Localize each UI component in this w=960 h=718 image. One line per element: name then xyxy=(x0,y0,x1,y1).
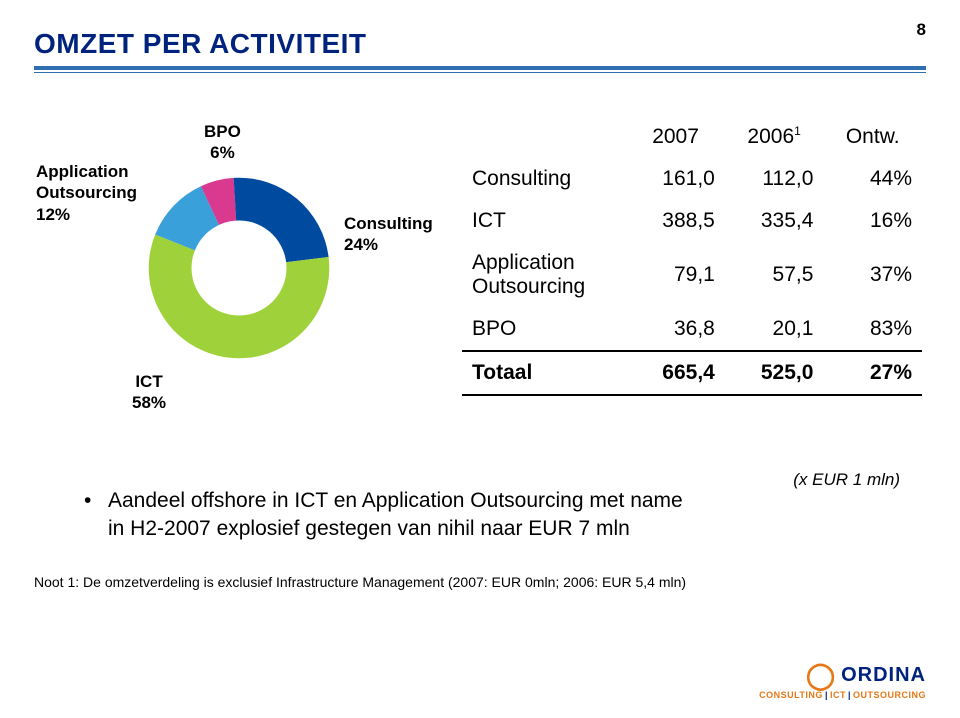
cell: 20,1 xyxy=(725,308,824,351)
cell: 388,5 xyxy=(626,200,725,242)
row-label: ApplicationOutsourcing xyxy=(462,242,626,308)
row-label: Consulting xyxy=(462,158,626,200)
pie-label-bpo: BPO 6% xyxy=(204,121,241,164)
table-column: 2007 20061 Ontw. Consulting161,0112,044%… xyxy=(462,103,926,443)
cell: 79,1 xyxy=(626,242,725,308)
total-label: Totaal xyxy=(462,351,626,395)
title-rule xyxy=(34,66,926,73)
total-cell: 525,0 xyxy=(725,351,824,395)
bullet-offshore: Aandeel offshore in ICT en Application O… xyxy=(84,487,704,544)
table-total-row: Totaal665,4525,027% xyxy=(462,351,922,395)
revenue-table: 2007 20061 Ontw. Consulting161,0112,044%… xyxy=(462,115,922,396)
footer-logo: ◯ ORDINA CONSULTING|ICT|OUTSOURCING xyxy=(759,662,926,700)
cell: 161,0 xyxy=(626,158,725,200)
row-label: BPO xyxy=(462,308,626,351)
pie-label-ict-pct: 58% xyxy=(132,393,166,412)
cell: 335,4 xyxy=(725,200,824,242)
chart-column: BPO 6% Consulting 24% ICT 58% Applicatio… xyxy=(34,103,434,443)
total-cell: 27% xyxy=(823,351,922,395)
pie-label-consulting-pct: 24% xyxy=(344,235,378,254)
cell: 83% xyxy=(823,308,922,351)
pie-label-bpo-pct: 6% xyxy=(210,143,235,162)
page-title: OMZET PER ACTIVITEIT xyxy=(34,28,926,60)
cell: 44% xyxy=(823,158,922,200)
donut-chart xyxy=(144,173,334,363)
row-label: ICT xyxy=(462,200,626,242)
cell: 112,0 xyxy=(725,158,824,200)
donut-chart-wrap: BPO 6% Consulting 24% ICT 58% Applicatio… xyxy=(34,103,434,443)
cell: 57,5 xyxy=(725,242,824,308)
table-row: ApplicationOutsourcing79,157,537% xyxy=(462,242,922,308)
pie-label-appout-l2: Outsourcing xyxy=(36,183,137,202)
footnote: Noot 1: De omzetverdeling is exclusief I… xyxy=(34,574,926,590)
col-ontw: Ontw. xyxy=(823,115,922,158)
table-row: ICT388,5335,416% xyxy=(462,200,922,242)
pie-label-appout-pct: 12% xyxy=(36,205,70,224)
table-row: Consulting161,0112,044% xyxy=(462,158,922,200)
col-2006: 20061 xyxy=(725,115,824,158)
pie-label-ict-name: ICT xyxy=(135,372,162,391)
pie-label-consulting-name: Consulting xyxy=(344,214,433,233)
table-row: BPO36,820,183% xyxy=(462,308,922,351)
col-2007: 2007 xyxy=(626,115,725,158)
pie-label-ict: ICT 58% xyxy=(132,371,166,414)
total-cell: 665,4 xyxy=(626,351,725,395)
bullet-list: Aandeel offshore in ICT en Application O… xyxy=(34,487,926,544)
unit-note: (x EUR 1 mln) xyxy=(793,470,900,490)
pie-label-consulting: Consulting 24% xyxy=(344,213,433,256)
page-number: 8 xyxy=(917,20,926,40)
pie-label-bpo-name: BPO xyxy=(204,122,241,141)
logo-icon: ◯ xyxy=(806,662,835,688)
cell: 36,8 xyxy=(626,308,725,351)
table-header-row: 2007 20061 Ontw. xyxy=(462,115,922,158)
logo-subtitle: CONSULTING|ICT|OUTSOURCING xyxy=(759,690,926,700)
cell: 37% xyxy=(823,242,922,308)
cell: 16% xyxy=(823,200,922,242)
content-area: BPO 6% Consulting 24% ICT 58% Applicatio… xyxy=(34,103,926,443)
logo-text: ORDINA xyxy=(841,664,926,687)
pie-label-application-outsourcing: Application Outsourcing 12% xyxy=(36,161,137,225)
slide-page: 8 OMZET PER ACTIVITEIT BPO 6% Consulting… xyxy=(0,0,960,718)
pie-label-appout-l1: Application xyxy=(36,162,129,181)
donut-hole xyxy=(192,221,287,316)
